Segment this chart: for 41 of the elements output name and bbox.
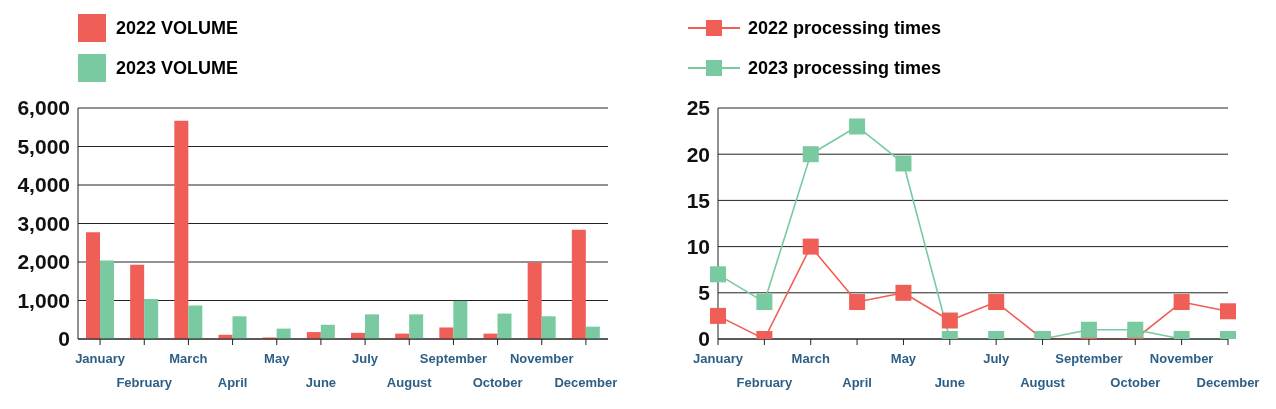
x-tick-label: August: [1020, 375, 1066, 390]
x-tick-label: October: [1110, 375, 1161, 390]
y-tick-label: 5,000: [17, 134, 70, 158]
y-tick-label: 15: [686, 188, 711, 212]
x-tick-label: July: [352, 351, 379, 366]
x-tick-label: September: [419, 351, 488, 366]
y-tick-label: 10: [686, 235, 710, 259]
y-tick-label: 0: [698, 327, 710, 351]
y-tick-label: 6,000: [17, 96, 70, 120]
legend-label: 2023 VOLUME: [116, 57, 239, 79]
x-tick-label: June: [305, 375, 337, 390]
x-tick-label: November: [509, 351, 574, 366]
x-tick-label: September: [1055, 351, 1123, 366]
y-tick-label: 5: [698, 281, 711, 305]
x-tick-label: May: [264, 351, 291, 366]
x-tick-label: August: [386, 375, 433, 390]
y-tick-label: 2,000: [17, 250, 70, 274]
x-tick-label: October: [472, 375, 523, 390]
legend-label: 2022 processing times: [748, 17, 942, 39]
x-tick-label: December: [554, 375, 618, 390]
x-tick-label: December: [1196, 375, 1260, 390]
x-tick-label: January: [693, 351, 744, 366]
x-tick-label: February: [116, 375, 173, 390]
x-tick-label: May: [890, 351, 917, 366]
x-tick-label: April: [842, 375, 872, 390]
legend-label: 2022 VOLUME: [116, 17, 239, 39]
y-tick-label: 0: [58, 327, 70, 351]
y-tick-label: 3,000: [17, 211, 70, 235]
x-tick-label: July: [983, 351, 1010, 366]
y-tick-label: 20: [686, 142, 710, 166]
y-tick-label: 25: [686, 96, 711, 120]
x-tick-label: April: [217, 375, 248, 390]
x-tick-label: June: [934, 375, 965, 390]
x-tick-label: January: [75, 351, 126, 366]
x-tick-label: March: [791, 351, 830, 366]
y-tick-label: 1,000: [17, 288, 70, 312]
x-tick-label: March: [169, 351, 208, 366]
legend-label: 2023 processing times: [748, 57, 942, 79]
x-tick-label: November: [1149, 351, 1214, 366]
y-tick-label: 4,000: [17, 173, 70, 197]
x-tick-label: February: [736, 375, 793, 390]
